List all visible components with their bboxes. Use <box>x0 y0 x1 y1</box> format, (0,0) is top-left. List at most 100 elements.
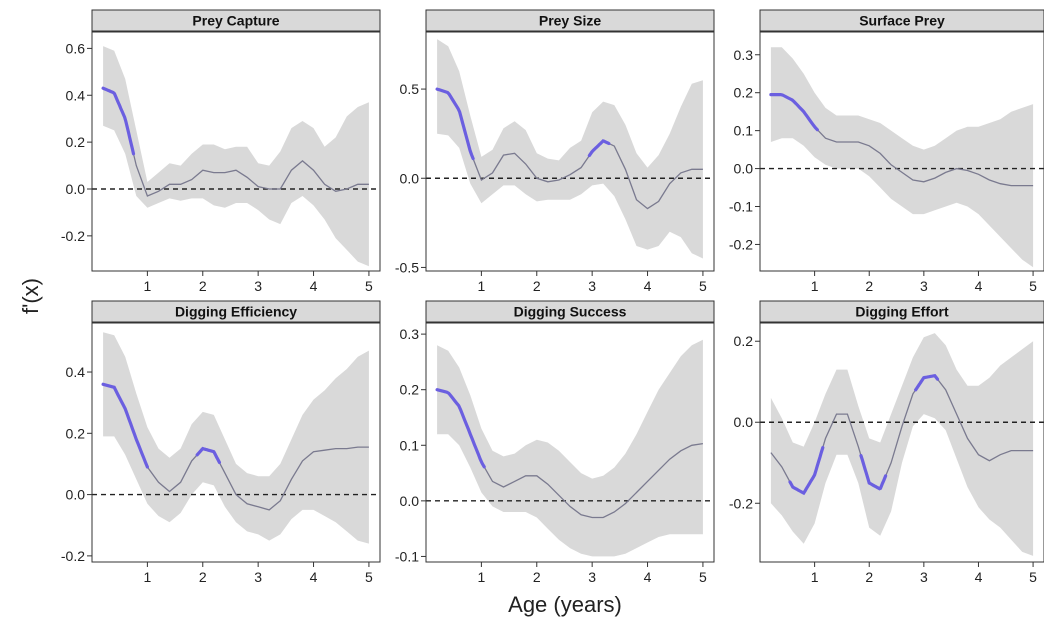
y-tick-label: 0.5 <box>400 81 420 97</box>
x-tick-label: 2 <box>199 569 207 585</box>
y-tick-label: 0.2 <box>66 425 86 441</box>
confidence-band <box>437 339 703 557</box>
y-tick-label: 0.6 <box>66 40 86 56</box>
significant-segment <box>435 87 475 161</box>
panel-strip <box>759 300 1044 323</box>
significant-segment <box>914 374 940 392</box>
panel-title: Prey Capture <box>192 13 279 29</box>
panel-3: Surface Prey 1 2 3 4 5 -0.2 -0.1 0.0 0.1 0.2 0.3 <box>729 9 1044 294</box>
significant-segment <box>587 139 611 158</box>
x-tick-label: 1 <box>143 569 151 585</box>
panel-strip <box>91 9 381 32</box>
x-tick-label: 1 <box>811 569 819 585</box>
plot-area <box>760 47 1044 268</box>
y-tick-label: 0.0 <box>734 414 754 430</box>
x-tick-label: 2 <box>533 278 541 294</box>
plot-area <box>426 39 714 259</box>
y-tick-label: 0.3 <box>734 47 754 63</box>
x-tick-label: 2 <box>533 569 541 585</box>
x-axis-label: Age (years) <box>508 592 622 617</box>
panel-border <box>91 31 381 272</box>
plot-area <box>426 339 714 557</box>
significant-segment <box>859 454 888 491</box>
x-tick-label: 4 <box>644 278 652 294</box>
panel-5: Digging Success 1 2 3 4 5 -0.1 0.0 0.1 0.2 0.3 <box>395 300 715 585</box>
x-tick-label: 3 <box>254 569 262 585</box>
x-tick-label: 4 <box>310 278 318 294</box>
x-tick-label: 2 <box>199 278 207 294</box>
panel-strip <box>759 9 1044 32</box>
x-tick-label: 5 <box>699 278 707 294</box>
y-tick-label: -0.5 <box>395 259 419 275</box>
y-tick-label: 0.4 <box>66 87 86 103</box>
x-tick-label: 5 <box>365 569 373 585</box>
x-tick-label: 1 <box>477 278 485 294</box>
x-tick-label: 5 <box>1029 569 1037 585</box>
panels: Prey Capture 1 2 3 4 5 -0.2 0.0 0.2 0.4 0.6 Prey Si… <box>61 9 1044 585</box>
x-tick-label: 2 <box>865 278 873 294</box>
significant-segment <box>101 86 136 156</box>
x-tick-label: 4 <box>310 569 318 585</box>
y-tick-label: 0.0 <box>734 161 754 177</box>
x-tick-label: 2 <box>865 569 873 585</box>
x-tick-label: 4 <box>975 278 983 294</box>
plot-area <box>92 46 380 267</box>
y-tick-label: 0.2 <box>66 134 86 150</box>
panel-title: Digging Success <box>514 304 627 320</box>
x-tick-label: 1 <box>477 569 485 585</box>
panel-strip <box>91 300 381 323</box>
x-tick-label: 3 <box>588 569 596 585</box>
confidence-band <box>770 47 1034 268</box>
panel-border <box>759 322 1044 563</box>
panel-strip <box>425 9 715 32</box>
panel-border <box>425 31 715 272</box>
panel-6: Digging Effort 1 2 3 4 5 -0.2 0.0 0.2 <box>729 300 1044 585</box>
y-tick-label: 0.4 <box>66 364 86 380</box>
significant-segment <box>788 446 825 496</box>
y-axis-label: f'(x) <box>18 278 43 314</box>
y-tick-label: -0.2 <box>61 548 85 564</box>
y-tick-label: -0.1 <box>395 548 419 564</box>
x-tick-label: 4 <box>644 569 652 585</box>
panel-strip <box>425 300 715 323</box>
y-tick-label: 0.2 <box>400 382 420 398</box>
x-tick-label: 5 <box>365 278 373 294</box>
y-tick-label: -0.2 <box>61 228 85 244</box>
x-tick-label: 5 <box>1029 278 1037 294</box>
plot-area <box>760 333 1044 556</box>
y-tick-label: 0.0 <box>400 493 420 509</box>
significant-segment <box>101 382 149 469</box>
panel-2: Prey Size 1 2 3 4 5 -0.5 0.0 0.5 <box>395 9 715 294</box>
y-tick-label: 0.0 <box>66 181 86 197</box>
y-tick-label: 0.2 <box>734 85 754 101</box>
y-tick-label: 0.1 <box>734 123 754 139</box>
y-tick-label: 0.3 <box>400 326 420 342</box>
x-tick-label: 3 <box>254 278 262 294</box>
x-tick-label: 3 <box>920 278 928 294</box>
x-tick-label: 3 <box>588 278 596 294</box>
confidence-band <box>103 332 369 544</box>
panel-title: Digging Effort <box>855 304 949 320</box>
panel-1: Prey Capture 1 2 3 4 5 -0.2 0.0 0.2 0.4 0.6 <box>61 9 381 294</box>
panel-border <box>425 322 715 563</box>
x-tick-label: 3 <box>920 569 928 585</box>
y-tick-label: -0.1 <box>729 199 753 215</box>
confidence-band <box>437 39 703 259</box>
y-tick-label: 0.2 <box>734 333 754 349</box>
panel-title: Prey Size <box>539 13 601 29</box>
panel-title: Digging Efficiency <box>175 304 297 320</box>
x-tick-label: 1 <box>811 278 819 294</box>
y-tick-label: -0.2 <box>729 236 753 252</box>
panel-border <box>91 322 381 563</box>
x-tick-label: 4 <box>975 569 983 585</box>
y-tick-label: 0.0 <box>66 487 86 503</box>
derivative-line <box>436 88 703 210</box>
panel-title: Surface Prey <box>859 13 945 29</box>
x-tick-label: 1 <box>143 278 151 294</box>
confidence-band <box>770 333 1034 556</box>
significant-segment <box>769 93 819 132</box>
y-tick-label: -0.2 <box>729 495 753 511</box>
significant-segment <box>435 388 486 469</box>
significant-segment <box>195 446 221 464</box>
